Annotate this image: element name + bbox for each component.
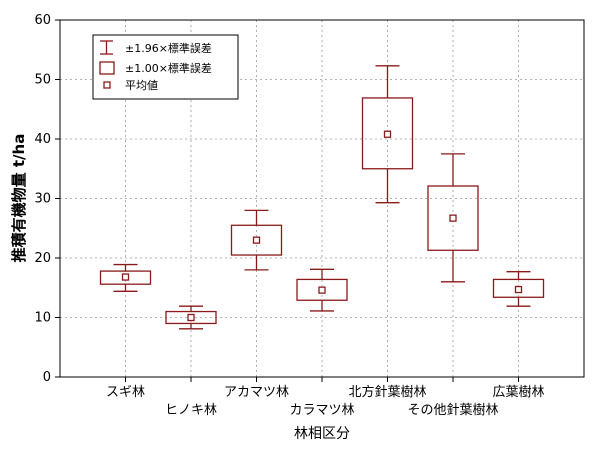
gridlines <box>60 20 584 377</box>
x-axis-title: 林相区分 <box>294 426 350 442</box>
mean-marker <box>121 273 130 281</box>
legend-label-box: ±1.00×標準誤差 <box>125 61 212 75</box>
box-series <box>99 65 545 330</box>
legend: ±1.96×標準誤差 ±1.00×標準誤差 平均値 <box>92 34 239 100</box>
box <box>492 278 545 298</box>
x-category-label: カラマツ林 <box>289 403 354 418</box>
x-category-label: ヒノキ林 <box>165 403 217 418</box>
legend-box-symbol <box>99 61 115 75</box>
box <box>361 97 414 170</box>
y-tick-label: 20 <box>34 251 51 266</box>
legend-whisker-symbol <box>100 40 113 55</box>
x-category-label: その他針葉樹林 <box>407 403 498 418</box>
box <box>99 270 152 285</box>
legend-frame <box>92 34 239 100</box>
mean-marker <box>318 286 326 294</box>
box-group <box>99 263 152 292</box>
y-tick-label: 50 <box>34 73 51 88</box>
box-group <box>230 209 283 271</box>
y-tick-label: 10 <box>34 311 51 326</box>
box <box>427 185 479 251</box>
box <box>296 278 348 301</box>
y-tick-label: 0 <box>43 370 51 385</box>
y-axis-ticks: 0 10 20 30 40 50 60 <box>34 13 60 385</box>
x-category-label: スギ林 <box>106 385 145 400</box>
y-axis-title: 推積有機物量 t/ha <box>10 134 28 263</box>
box-group <box>427 153 479 283</box>
legend-mean-symbol <box>103 81 111 89</box>
x-category-label: 広葉樹林 <box>492 385 544 400</box>
y-tick-label: 40 <box>34 132 51 147</box>
box-group <box>296 268 348 312</box>
box-group <box>361 65 414 204</box>
y-tick-label: 30 <box>34 192 51 207</box>
mean-marker <box>449 214 457 222</box>
mean-marker <box>252 236 261 244</box>
box <box>230 224 283 256</box>
mean-marker <box>187 313 195 322</box>
x-category-label: 北方針葉樹林 <box>348 384 426 400</box>
box <box>165 310 217 325</box>
x-category-label: アカマツ林 <box>224 385 289 400</box>
mean-marker <box>383 130 392 138</box>
legend-label-whisker: ±1.96×標準誤差 <box>125 41 212 55</box>
y-tick-label: 60 <box>34 13 51 28</box>
legend-label-mean: 平均値 <box>125 79 158 92</box>
mean-marker <box>514 285 523 294</box>
box-group <box>492 271 545 307</box>
box-group <box>165 305 217 330</box>
